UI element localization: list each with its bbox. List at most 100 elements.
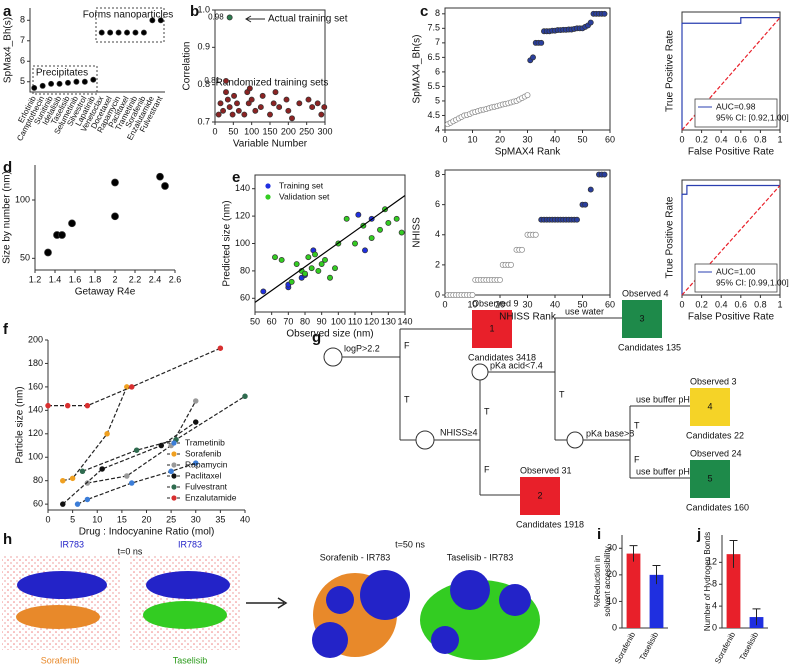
image-label: IR783 xyxy=(60,539,84,549)
branch-label: T xyxy=(559,389,565,399)
y-axis-label: solvent accessibility xyxy=(603,546,612,616)
x-tick-label: 50 xyxy=(228,126,238,136)
data-point xyxy=(285,107,292,114)
y-tick-label: 100 xyxy=(15,194,30,204)
data-point xyxy=(64,402,71,409)
data-point xyxy=(111,178,119,187)
data-point xyxy=(60,501,66,507)
data-point xyxy=(242,393,248,400)
legend-marker xyxy=(171,440,177,446)
data-point xyxy=(156,172,164,181)
data-point xyxy=(133,447,140,453)
data-point xyxy=(257,104,264,111)
data-point xyxy=(302,270,308,277)
data-point xyxy=(352,240,358,247)
x-axis-label: Variable Number xyxy=(233,139,308,150)
data-point xyxy=(65,79,71,86)
action: use buffer pH 8.5 xyxy=(636,466,705,476)
panel-label: e xyxy=(232,169,240,186)
y-tick-label: 60 xyxy=(240,293,250,303)
condition: NHISS≥4 xyxy=(440,427,477,437)
x-tick-label: 30 xyxy=(522,134,532,144)
data-point xyxy=(538,39,545,46)
y-tick-label: 8 xyxy=(435,8,440,18)
image-label: Sorafenib xyxy=(41,655,80,665)
series-line xyxy=(681,17,780,130)
data-point xyxy=(343,215,350,222)
chart-panel: a5678ErlotinibCamptothecinSunitinibIdela… xyxy=(3,3,174,143)
branch-label: F xyxy=(404,340,410,350)
legend-marker xyxy=(171,484,177,490)
data-point xyxy=(385,219,392,226)
data-point xyxy=(56,80,63,87)
x-tick-label: 60 xyxy=(267,316,277,326)
data-point xyxy=(305,96,312,103)
data-point xyxy=(270,100,277,107)
data-point xyxy=(398,229,405,236)
x-tick-label: 35 xyxy=(215,514,225,524)
y-tick-label: 12 xyxy=(707,557,717,567)
y-tick-label: 2 xyxy=(435,259,440,269)
leaf-box xyxy=(520,477,560,515)
data-point xyxy=(231,92,238,99)
y-tick-label: 4 xyxy=(712,600,717,610)
x-tick-label: 0 xyxy=(442,299,447,309)
x-axis-label: NHISS Rank xyxy=(499,312,557,323)
y-tick-label: 0 xyxy=(712,622,717,632)
y-tick-label: 10 xyxy=(607,596,617,606)
data-point xyxy=(289,115,295,122)
x-tick-label: 0.4 xyxy=(715,299,728,309)
data-point xyxy=(332,265,338,272)
x-tick-label: 50 xyxy=(577,299,587,309)
image-label: Sorafenib - IR783 xyxy=(320,552,391,562)
y-axis-label: Size by number (nm) xyxy=(2,171,13,264)
panel-label: b xyxy=(190,3,199,20)
data-point xyxy=(293,261,300,267)
y-tick-label: 100 xyxy=(235,238,250,248)
x-tick-label: 200 xyxy=(281,126,296,136)
x-axis-label: False Positive Rate xyxy=(688,312,775,323)
leaf-id: 2 xyxy=(537,490,542,500)
leaf-candidates: Candidates 160 xyxy=(686,502,749,512)
y-axis-label: SpMAX4_Bh(s) xyxy=(412,35,423,104)
y-tick-label: 120 xyxy=(235,210,250,220)
annotation: Randomized training sets xyxy=(216,78,329,89)
y-tick-label: 50 xyxy=(20,253,30,263)
data-point xyxy=(132,29,139,36)
x-tick-label: 250 xyxy=(299,126,314,136)
y-tick-label: 0.8 xyxy=(197,79,210,89)
data-point xyxy=(314,100,321,107)
x-tick-label: 0 xyxy=(679,134,684,144)
data-point xyxy=(217,100,224,107)
x-tick-label: 40 xyxy=(550,134,560,144)
data-point xyxy=(107,29,114,36)
y-tick-label: 0.7 xyxy=(197,116,210,126)
x-tick-label: 50 xyxy=(577,134,587,144)
x-tick-label: 1.8 xyxy=(89,274,102,284)
x-axis-label: SpMAX4 Rank xyxy=(495,147,562,158)
series-line xyxy=(62,386,128,482)
y-tick-label: 8 xyxy=(20,15,25,25)
data-point xyxy=(193,419,199,425)
y-tick-label: 20 xyxy=(607,569,617,579)
x-tick-label: 15 xyxy=(117,514,127,524)
data-point xyxy=(321,104,328,111)
error-bar xyxy=(629,545,638,562)
condition: pKa base>8 xyxy=(586,428,634,438)
data-point xyxy=(393,215,400,222)
y-tick-label: 4.5 xyxy=(427,110,440,120)
x-tick-label: 100 xyxy=(244,126,259,136)
x-tick-label: 40 xyxy=(240,514,250,524)
y-axis-label: Correlation xyxy=(182,42,193,91)
decision-tree: g logP>2.2 F T NHISS≥4 T F pKa acid<7.4 … xyxy=(312,306,705,496)
error-bar xyxy=(652,565,661,585)
data-point xyxy=(355,211,362,218)
legend-label: Sorafenib xyxy=(185,448,222,458)
y-tick-label: 30 xyxy=(607,543,617,553)
data-point xyxy=(115,29,122,36)
x-axis-label: False Positive Rate xyxy=(688,147,775,158)
data-point xyxy=(574,216,580,223)
branch-label: F xyxy=(634,454,640,464)
data-point xyxy=(124,473,130,479)
y-tick-label: 180 xyxy=(28,358,43,368)
